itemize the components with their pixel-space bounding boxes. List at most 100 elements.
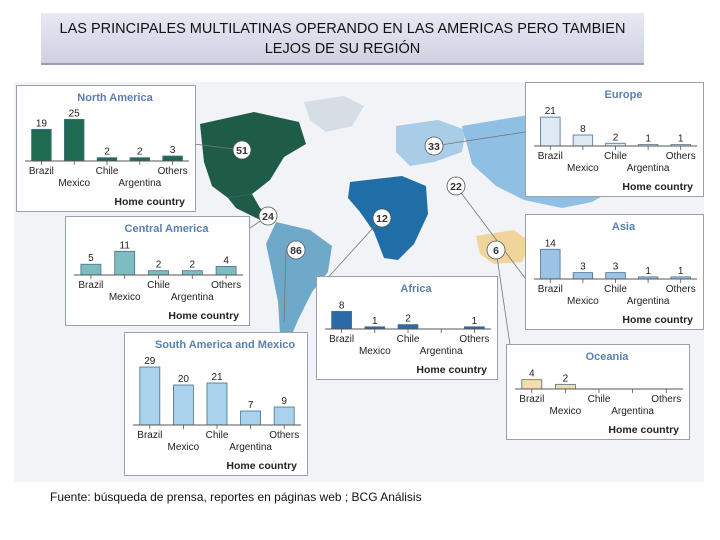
south-america-mexico-chart: South America and Mexico 29 Brazil 20 Mexico… xyxy=(133,339,301,472)
bar-value-label: 1 xyxy=(645,134,651,145)
category-label: Brazil xyxy=(329,334,354,345)
category-label: Mexico xyxy=(58,178,90,189)
oceania-panel: Oceania 4 Brazil 2 Mexico Chile Argentina Other… xyxy=(506,344,690,440)
bar-value-label: 3 xyxy=(170,145,176,156)
chart-title: Central America xyxy=(125,223,210,235)
bar xyxy=(331,311,352,330)
bar-value-label: 1 xyxy=(678,134,684,145)
bar xyxy=(240,410,261,426)
slide-title: LAS PRINCIPALES MULTILATINAS OPERANDO EN… xyxy=(41,13,644,65)
category-label: Mexico xyxy=(550,406,582,417)
bar-value-label: 5 xyxy=(88,253,94,264)
bar-value-label: 2 xyxy=(137,147,143,158)
map-marker-value: 51 xyxy=(236,145,248,157)
category-label: Chile xyxy=(96,166,119,177)
north-america-chart: North America 19 Brazil 25 Mexico 2 Chile 2 Arge… xyxy=(25,92,189,208)
bar-value-label: 2 xyxy=(156,260,162,271)
category-label: Argentina xyxy=(420,346,463,357)
bar-value-label: 2 xyxy=(104,147,110,158)
category-label: Argentina xyxy=(229,442,272,453)
asia-chart: Asia 14 Brazil 3 Mexico 3 Chile 1 Argentina 1 Othe… xyxy=(534,221,697,326)
chart-title: North America xyxy=(77,92,153,104)
bar xyxy=(63,118,85,162)
bar-value-label: 3 xyxy=(580,262,586,273)
x-axis-label: Home country xyxy=(608,424,679,436)
bar-value-label: 3 xyxy=(613,262,619,273)
bar xyxy=(572,134,594,147)
category-label: Brazil xyxy=(519,394,544,405)
map-marker-value: 12 xyxy=(376,213,388,225)
chart-title: South America and Mexico xyxy=(155,339,295,351)
bar xyxy=(162,155,183,162)
category-label: Argentina xyxy=(627,296,670,307)
bar xyxy=(173,384,194,426)
category-label: Mexico xyxy=(359,346,391,357)
bar xyxy=(605,272,626,280)
x-axis-label: Home country xyxy=(622,181,693,193)
map-marker-value: 22 xyxy=(450,181,462,193)
bar xyxy=(521,379,543,390)
bar-value-label: 19 xyxy=(36,118,48,129)
bar-value-label: 11 xyxy=(120,240,131,251)
bar-value-label: 1 xyxy=(678,266,684,277)
north-america-shape xyxy=(200,112,306,198)
south-america-shape xyxy=(266,222,332,344)
bar-value-label: 25 xyxy=(69,108,81,119)
africa-panel: Africa 8 Brazil 1 Mexico 2 Chile Argentina 1 Othe… xyxy=(316,276,498,380)
bar xyxy=(273,406,295,426)
central-america-chart: Central America 5 Brazil 11 Mexico 2 Chile 2 Arg… xyxy=(74,223,243,322)
map-marker: 12 xyxy=(372,208,392,228)
bar xyxy=(206,382,228,426)
map-marker-value: 33 xyxy=(428,141,440,153)
bar-value-label: 21 xyxy=(211,372,223,383)
europe-chart: Europe 21 Brazil 8 Mexico 2 Chile 1 Argentina 1 Ot… xyxy=(534,89,697,193)
category-label: Brazil xyxy=(538,284,563,295)
category-label: Others xyxy=(651,394,681,405)
bar xyxy=(572,272,594,280)
oceania-chart: Oceania 4 Brazil 2 Mexico ChileArgentinaOther… xyxy=(515,351,683,436)
category-label: Argentina xyxy=(627,163,670,174)
category-label: Mexico xyxy=(567,296,599,307)
bar-value-label: 1 xyxy=(645,266,651,277)
bar-value-label: 2 xyxy=(190,260,196,271)
slide-title-text: LAS PRINCIPALES MULTILATINAS OPERANDO EN… xyxy=(59,21,626,57)
bar-value-label: 1 xyxy=(372,316,378,327)
bar xyxy=(555,383,576,390)
bar-value-label: 21 xyxy=(545,106,557,117)
category-label: Brazil xyxy=(29,166,54,177)
bar-value-label: 2 xyxy=(563,373,569,384)
chart-title: Asia xyxy=(612,221,636,233)
greenland-shape xyxy=(304,96,364,132)
category-label: Others xyxy=(158,166,188,177)
bar xyxy=(80,263,102,276)
category-label: Mexico xyxy=(168,442,200,453)
bar xyxy=(540,248,561,280)
category-label: Others xyxy=(459,334,489,345)
bar-value-label: 8 xyxy=(580,124,586,135)
category-label: Chile xyxy=(206,430,229,441)
source-note-text: Fuente: búsqueda de prensa, reportes en … xyxy=(50,490,422,504)
bar-value-label: 1 xyxy=(472,316,478,327)
map-marker: 6 xyxy=(486,240,506,260)
central-america-panel: Central America 5 Brazil 11 Mexico 2 Chile 2 Arg… xyxy=(65,216,250,326)
x-axis-label: Home country xyxy=(114,196,185,208)
source-note: Fuente: búsqueda de prensa, reportes en … xyxy=(50,490,422,504)
map-marker-value: 24 xyxy=(262,211,274,223)
bar xyxy=(139,366,161,426)
category-label: Mexico xyxy=(109,292,141,303)
chart-title: Oceania xyxy=(586,351,630,363)
category-label: Argentina xyxy=(171,292,214,303)
x-axis-label: Home country xyxy=(416,364,487,376)
map-marker-value: 6 xyxy=(493,245,499,257)
bar-value-label: 20 xyxy=(178,374,190,385)
category-label: Mexico xyxy=(567,163,599,174)
bar xyxy=(31,128,52,162)
map-marker: 51 xyxy=(232,140,252,160)
bar-value-label: 9 xyxy=(281,396,287,407)
category-label: Chile xyxy=(147,280,170,291)
bar-value-label: 4 xyxy=(223,255,229,266)
south-america-mexico-panel: South America and Mexico 29 Brazil 20 Mexico… xyxy=(124,332,308,476)
bar xyxy=(181,270,203,276)
north-america-panel: North America 19 Brazil 25 Mexico 2 Chile 2 Arge… xyxy=(16,85,196,212)
category-label: Others xyxy=(269,430,299,441)
